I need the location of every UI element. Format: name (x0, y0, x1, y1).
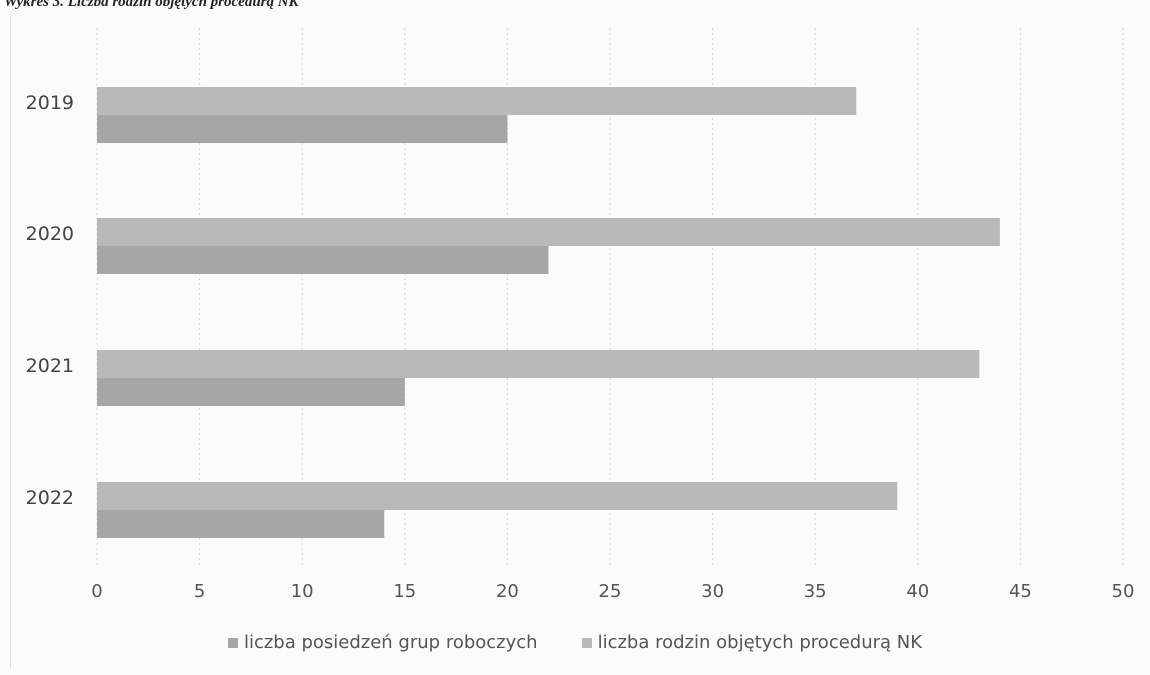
bar-meetings-2021 (97, 378, 405, 406)
x-axis-labels: 0 5 10 15 20 25 30 35 40 45 50 (91, 581, 1134, 602)
bar-meetings-2022 (97, 510, 385, 538)
y-axis-labels: 2019 2020 2021 2022 (26, 92, 74, 509)
x-tick-label-45: 45 (1009, 581, 1032, 602)
y-label-2019: 2019 (26, 92, 74, 114)
chart-frame (10, 14, 1139, 669)
chart-caption: Wykres 3. Liczba rodzin objętych procedu… (4, 0, 299, 10)
x-tick-label-15: 15 (393, 581, 416, 602)
bar-meetings-2019 (97, 115, 508, 143)
legend-label-families: liczba rodzin objętych procedurą NK (597, 632, 923, 653)
x-tick-label-35: 35 (804, 581, 827, 602)
x-tick-label-25: 25 (599, 581, 622, 602)
x-tick-label-30: 30 (701, 581, 724, 602)
legend: liczba posiedzeń grup roboczych liczba r… (0, 632, 1150, 653)
legend-swatch-meetings (227, 637, 238, 648)
legend-item-meetings: liczba posiedzeń grup roboczych (227, 632, 538, 653)
legend-swatch-families (581, 637, 592, 648)
bars (97, 87, 1000, 538)
x-tick-label-20: 20 (496, 581, 519, 602)
x-tick-label-50: 50 (1112, 581, 1135, 602)
y-label-2020: 2020 (26, 223, 74, 245)
bar-families-2021 (97, 350, 980, 378)
grid-lines (96, 28, 1124, 568)
bar-chart: 2019 2020 2021 2022 0 5 10 15 20 25 30 35 40 45 50 (26, 28, 1134, 602)
bar-meetings-2020 (97, 246, 549, 274)
legend-item-families: liczba rodzin objętych procedurą NK (581, 632, 923, 653)
x-tick-label-0: 0 (91, 581, 102, 602)
x-tick-label-40: 40 (906, 581, 929, 602)
bar-families-2020 (97, 218, 1000, 246)
y-label-2022: 2022 (26, 487, 74, 509)
y-label-2021: 2021 (26, 355, 74, 377)
legend-label-meetings: liczba posiedzeń grup roboczych (243, 632, 538, 653)
bar-families-2019 (97, 87, 857, 115)
bar-families-2022 (97, 482, 898, 510)
x-tick-label-10: 10 (291, 581, 314, 602)
x-tick-label-5: 5 (194, 581, 205, 602)
